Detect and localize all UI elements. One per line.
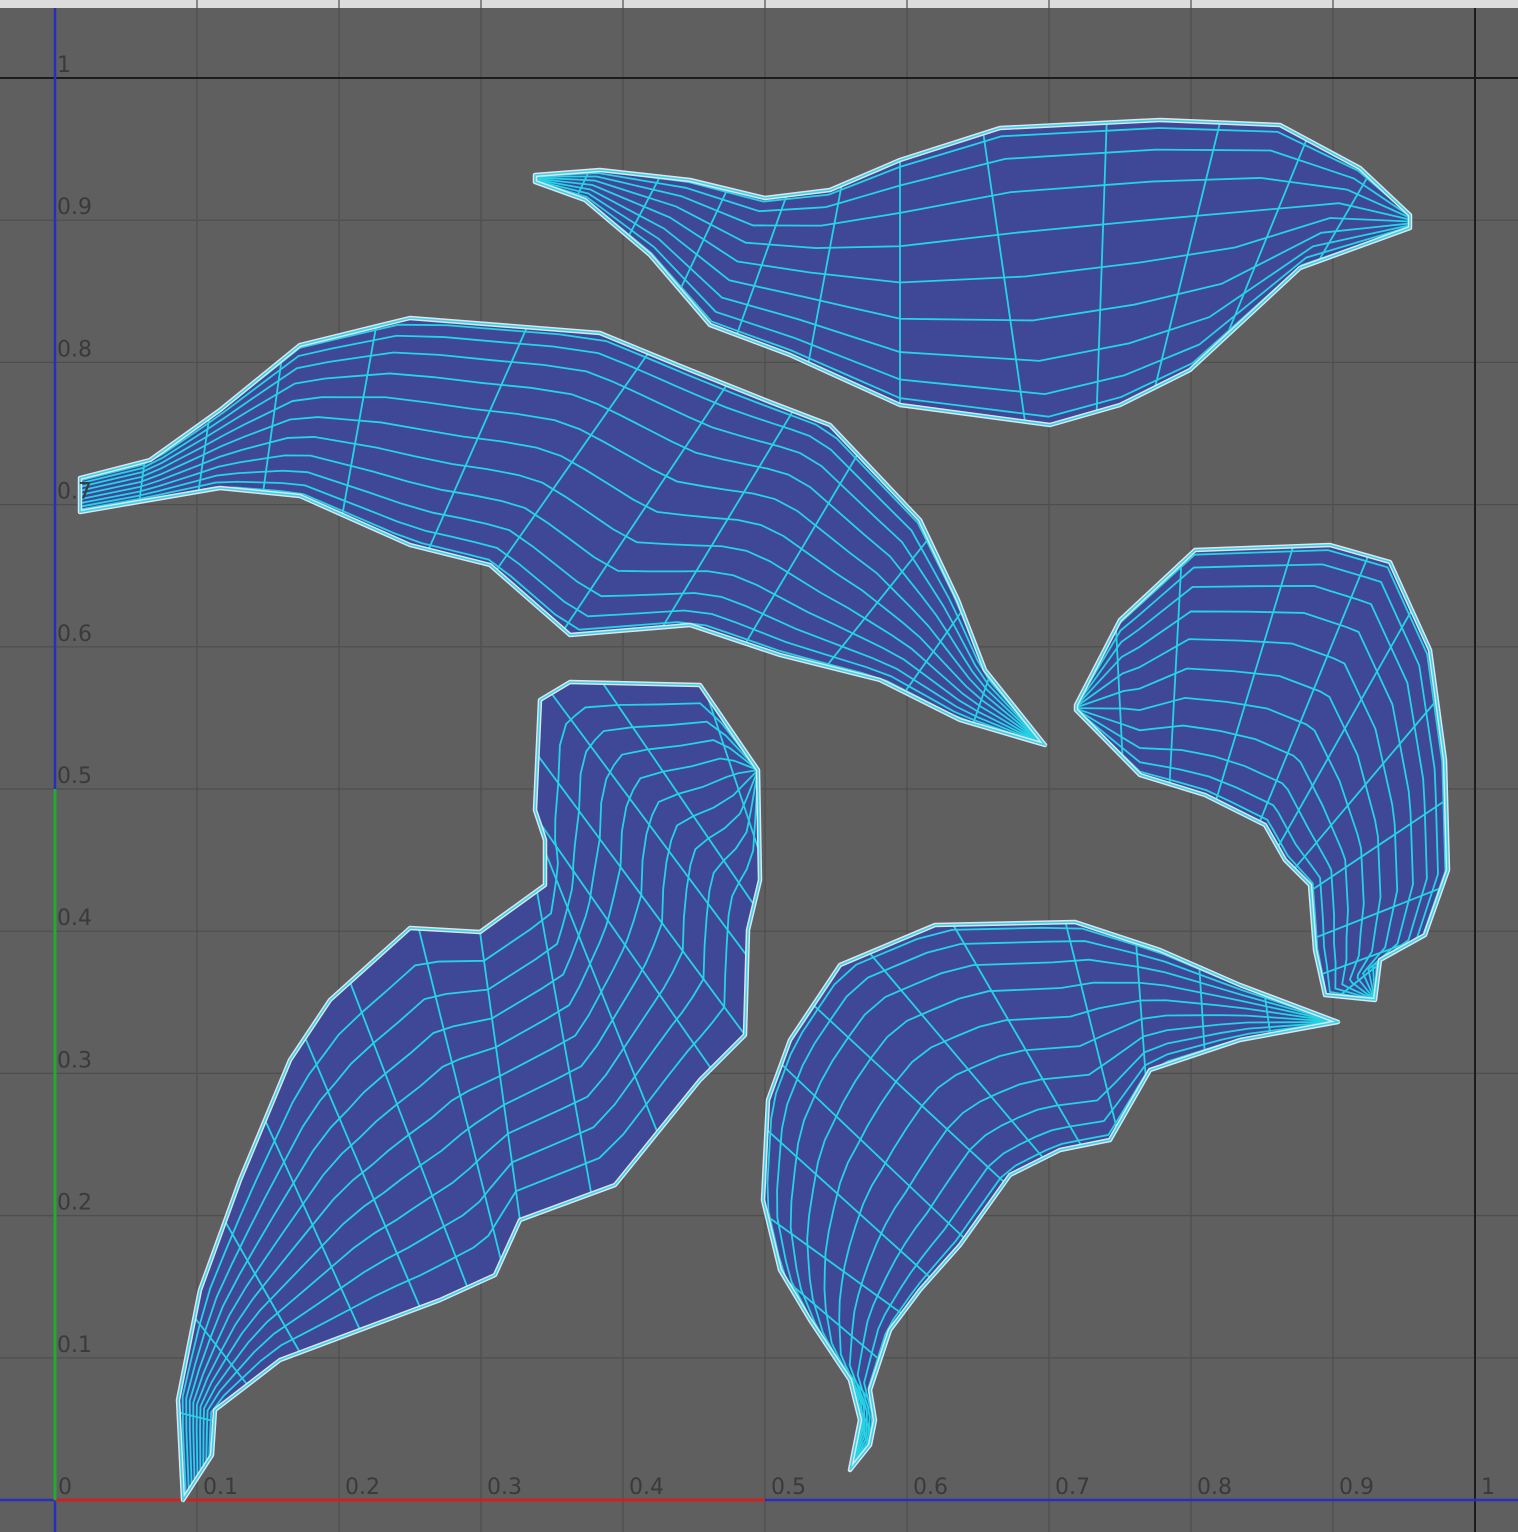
uv-edge	[199, 769, 759, 1474]
uv-shell-upper-left[interactable]	[77, 315, 1048, 748]
uv-edge	[192, 757, 759, 1483]
uv-shell-top-right[interactable]	[532, 117, 1413, 428]
uv-edge	[79, 372, 1046, 746]
uv-edge	[868, 952, 1045, 1159]
uv-shell-lower-middle-seam	[762, 921, 1341, 1471]
uv-edge	[1075, 610, 1414, 1001]
uv-edge	[1064, 921, 1118, 1129]
uv-edge	[202, 769, 759, 1469]
uv-edge	[849, 1021, 1339, 1471]
u-tick-label: 0.2	[345, 1475, 380, 1500]
uv-edge	[79, 334, 1046, 746]
v-tick-label: 0.4	[57, 906, 92, 931]
uv-shell-right[interactable]	[1073, 542, 1451, 1003]
uv-shell-lower-middle-fill	[763, 922, 1338, 1470]
uv-edge	[838, 1014, 1339, 1471]
uv-shell-right-fill	[1076, 545, 1448, 1000]
uv-edge	[1075, 707, 1376, 1001]
u-tick-label: 0.7	[1055, 1475, 1090, 1500]
uv-edge	[205, 769, 759, 1465]
uv-edge	[79, 396, 1046, 746]
uv-edge	[79, 454, 1046, 746]
uv-shell-lower-middle[interactable]	[760, 919, 1341, 1473]
uv-shell-lower-left-seam	[177, 681, 761, 1503]
uv-edge	[1075, 708, 1376, 1001]
uv-edge	[1075, 667, 1382, 1001]
u-tick-label: 1	[1481, 1475, 1495, 1500]
uv-edge	[563, 384, 728, 631]
uv-edge	[534, 177, 1411, 284]
uv-edge	[765, 1128, 932, 1279]
uv-edge	[780, 1063, 966, 1240]
v-tick-label: 0.6	[57, 622, 92, 647]
u-tick-label: 0.4	[629, 1475, 664, 1500]
uv-edge	[1198, 967, 1206, 1052]
uv-edge	[195, 769, 759, 1478]
uv-edge	[952, 924, 1083, 1147]
uv-shell-lower-left[interactable]	[175, 679, 763, 1503]
uv-edge	[188, 739, 759, 1487]
uv-edge	[208, 769, 759, 1460]
uv-frame	[0, 8, 1518, 1532]
uv-edge	[849, 1021, 1339, 1471]
uv-edge	[1135, 942, 1147, 1078]
v-tick-label: 0.7	[57, 480, 92, 505]
uv-edge	[812, 1004, 1006, 1184]
u-tick-label: 0.9	[1339, 1475, 1374, 1500]
v-tick-label: 0.9	[57, 195, 92, 220]
v-tick-label: 0.1	[57, 1333, 92, 1358]
uv-edge	[1075, 708, 1376, 1001]
uv-edge	[534, 179, 1411, 362]
uv-edge	[823, 999, 1339, 1471]
uv-edge	[79, 469, 1046, 746]
uv-shell-top-right-seam	[534, 119, 1411, 426]
uv-shell-upper-left-fill	[80, 318, 1045, 745]
uv-edge	[79, 416, 1046, 746]
uv-edge	[79, 436, 1046, 746]
uv-edge	[79, 351, 1046, 746]
uv-edge	[534, 148, 1411, 218]
uv-edge	[766, 1215, 903, 1315]
uv-edge	[185, 720, 759, 1492]
v-tick-label: 0.2	[57, 1191, 92, 1216]
uv-edge	[534, 175, 1411, 227]
u-tick-label: 0	[58, 1475, 72, 1500]
uv-edge	[848, 1021, 1339, 1471]
viewport-top-border	[0, 0, 1518, 8]
uv-shell-upper-left-seam	[79, 317, 1048, 747]
u-tick-label: 0.6	[913, 1475, 948, 1500]
uv-edge	[534, 176, 1411, 249]
v-tick-label: 1	[57, 53, 71, 78]
v-tick-label: 0.8	[57, 337, 92, 362]
u-tick-label: 0.8	[1197, 1475, 1232, 1500]
u-tick-label: 0.5	[771, 1475, 806, 1500]
uv-edge	[1075, 638, 1399, 1001]
uv-edge	[181, 702, 759, 1496]
uv-edge	[534, 178, 1411, 322]
u-tick-label: 0.1	[203, 1475, 238, 1500]
v-tick-label: 0.5	[57, 764, 92, 789]
u-tick-label: 0.3	[487, 1475, 522, 1500]
uv-shell-right-seam	[1075, 544, 1449, 1001]
uv-edge	[79, 480, 1046, 746]
v-tick-label: 0.3	[57, 1048, 92, 1073]
uv-edge	[1075, 696, 1376, 1001]
uv-edge	[534, 180, 1411, 396]
uv-tick-labels: 0 0.1 0.2 0.3 0.4 0.5 0.6 0.7 0.8 0.9 1 0.1 0.2 0.3 0.…	[57, 53, 1495, 1500]
